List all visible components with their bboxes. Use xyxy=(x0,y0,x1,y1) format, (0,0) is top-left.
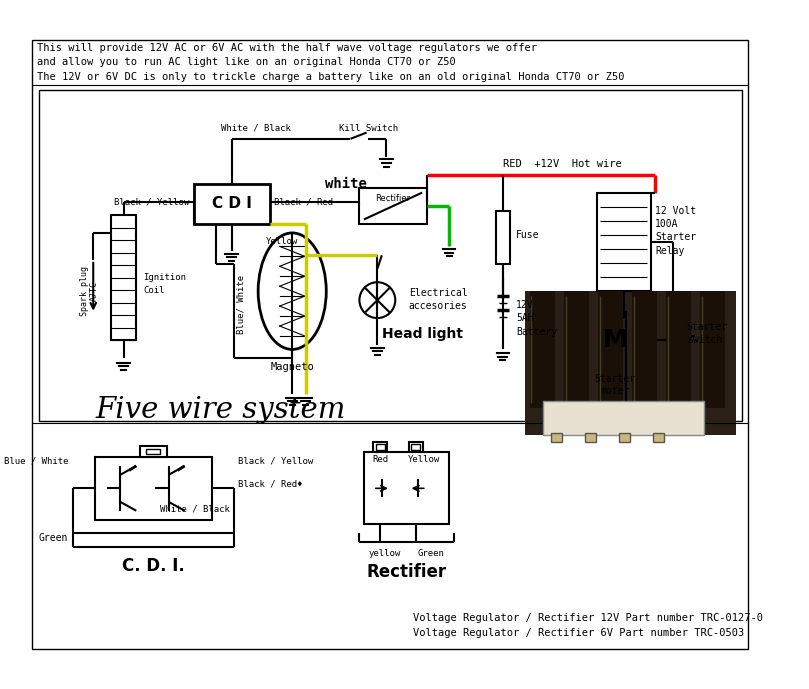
Bar xyxy=(598,291,623,408)
Text: This will provide 12V AC or 6V AC with the half wave voltage regulators we offer: This will provide 12V AC or 6V AC with t… xyxy=(36,43,537,53)
Bar xyxy=(95,457,211,520)
Text: Spark plug: Spark plug xyxy=(80,266,89,316)
Text: Magneto: Magneto xyxy=(270,362,314,372)
Text: Yellow: Yellow xyxy=(266,238,299,247)
Text: Green: Green xyxy=(39,533,68,543)
Bar xyxy=(496,211,510,265)
Text: switch: switch xyxy=(687,336,722,345)
Text: Five wire system: Five wire system xyxy=(95,396,345,424)
Text: Black / Yellow: Black / Yellow xyxy=(114,197,189,206)
Text: Battery: Battery xyxy=(516,327,557,336)
Text: 12V: 12V xyxy=(516,300,534,309)
Text: 12 Volt: 12 Volt xyxy=(655,205,697,216)
Text: Blue/ White: Blue/ White xyxy=(236,275,246,334)
Text: Blue / White: Blue / White xyxy=(4,457,68,466)
Text: yellow: yellow xyxy=(368,549,400,558)
Text: Coil: Coil xyxy=(143,286,165,295)
Bar xyxy=(412,444,421,450)
Bar xyxy=(700,291,725,408)
Bar xyxy=(543,400,705,435)
Text: A7TC: A7TC xyxy=(90,281,99,301)
Text: Red: Red xyxy=(373,455,389,464)
Text: Relay: Relay xyxy=(655,246,684,256)
Text: C D I: C D I xyxy=(212,196,252,212)
Bar xyxy=(111,215,136,340)
Text: 100A: 100A xyxy=(655,219,679,229)
Text: The 12V or 6V DC is only to trickle charge a battery like on an old original Hon: The 12V or 6V DC is only to trickle char… xyxy=(36,72,625,81)
Bar xyxy=(193,184,269,224)
Bar xyxy=(530,291,555,408)
Text: Kill Switch: Kill Switch xyxy=(339,123,398,132)
Text: Fuse: Fuse xyxy=(516,229,540,240)
Text: Rectifier: Rectifier xyxy=(366,563,447,581)
Text: Voltage Regulator / Rectifier 12V Part number TRC-0127-0: Voltage Regulator / Rectifier 12V Part n… xyxy=(413,613,763,624)
Text: Rectifier: Rectifier xyxy=(375,194,411,203)
Bar xyxy=(359,188,426,224)
Bar xyxy=(409,442,423,453)
Text: C. D. I.: C. D. I. xyxy=(122,557,184,575)
Bar xyxy=(525,291,736,435)
Ellipse shape xyxy=(258,233,326,349)
Text: 5AH: 5AH xyxy=(516,313,534,323)
Text: Green: Green xyxy=(417,549,445,558)
Text: Black / Red: Black / Red xyxy=(274,197,333,206)
Bar xyxy=(551,433,562,442)
Text: Starter: Starter xyxy=(595,374,635,384)
Text: and allow you to run AC light like on an original Honda CT70 or Z50: and allow you to run AC light like on an… xyxy=(36,57,455,68)
Text: Ignition: Ignition xyxy=(143,274,186,282)
Bar xyxy=(654,433,664,442)
Text: Voltage Regulator / Rectifier 6V Part number TRC-0503: Voltage Regulator / Rectifier 6V Part nu… xyxy=(413,628,744,637)
Bar xyxy=(140,446,167,457)
Bar xyxy=(620,433,630,442)
Text: White / Black: White / Black xyxy=(222,123,291,132)
Bar xyxy=(666,291,691,408)
Text: Starter: Starter xyxy=(687,322,727,332)
Text: Yellow: Yellow xyxy=(408,455,440,464)
Bar xyxy=(632,291,657,408)
Bar xyxy=(585,433,596,442)
Bar xyxy=(364,453,449,524)
Circle shape xyxy=(359,282,396,318)
Text: M: M xyxy=(603,329,627,353)
Bar xyxy=(564,291,589,408)
Text: RED  +12V  Hot wire: RED +12V Hot wire xyxy=(503,159,621,169)
Bar xyxy=(39,90,742,421)
Text: Starter: Starter xyxy=(655,232,697,243)
Text: moter: moter xyxy=(600,386,629,395)
Bar xyxy=(373,442,388,453)
Text: Electrical: Electrical xyxy=(409,288,468,298)
Bar xyxy=(597,193,650,291)
Text: Black / Yellow: Black / Yellow xyxy=(239,457,314,466)
Bar xyxy=(146,449,160,454)
Bar xyxy=(375,444,384,450)
Text: White / Black: White / Black xyxy=(159,504,230,513)
Text: accesories: accesories xyxy=(409,300,468,311)
Circle shape xyxy=(585,311,645,370)
Text: white: white xyxy=(325,176,367,191)
Text: Black / Red♦: Black / Red♦ xyxy=(239,480,303,489)
Text: Head light: Head light xyxy=(382,327,463,341)
